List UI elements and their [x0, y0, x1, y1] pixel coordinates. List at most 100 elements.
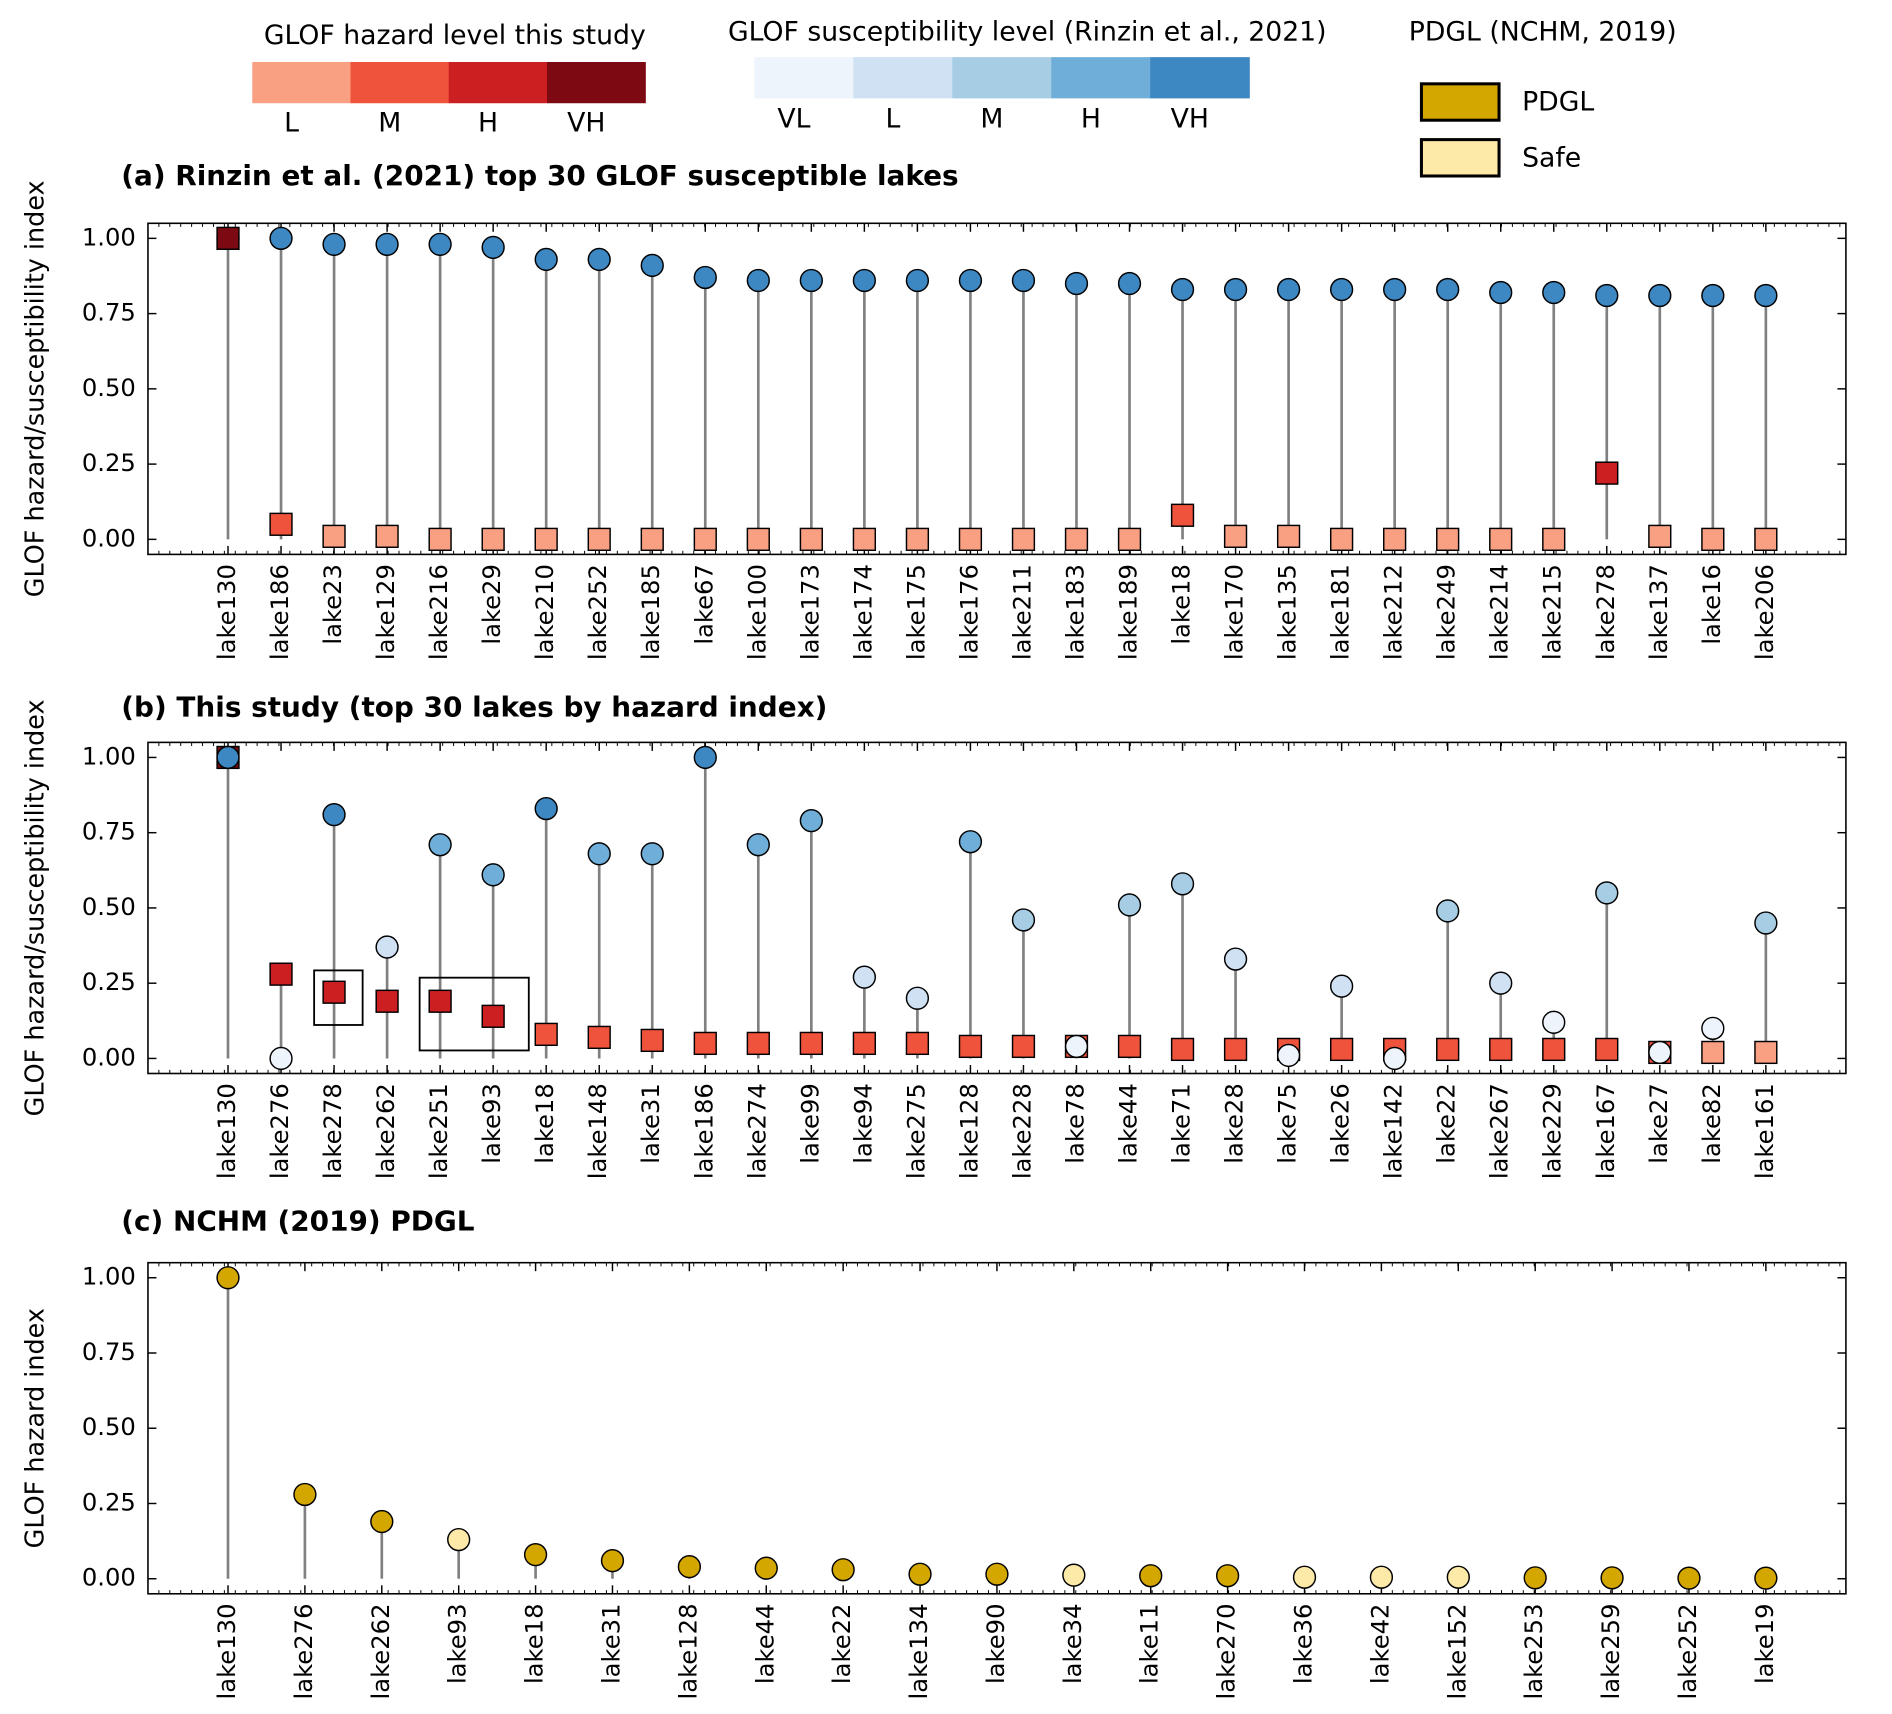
x-tick-label: lake90: [981, 1603, 1010, 1684]
marker-square: [1117, 1034, 1142, 1059]
x-tick-label: lake93: [443, 1603, 472, 1684]
marker-circle: [375, 935, 399, 959]
x-tick-label: lake29: [477, 564, 506, 645]
marker-circle: [587, 247, 611, 272]
x-tick-label: lake189: [1114, 564, 1143, 660]
marker-circle: [534, 796, 558, 821]
x-tick-label: lake186: [265, 564, 294, 660]
x-tick-label: lake175: [901, 564, 930, 660]
marker-circle: [1489, 971, 1513, 995]
marker-square: [428, 527, 452, 551]
marker-circle: [799, 809, 823, 833]
y-tick-label: 0.75: [82, 817, 136, 846]
legend-swatch: [853, 57, 953, 99]
x-tick-label: lake148: [583, 1083, 612, 1179]
y-tick-label: 0.00: [82, 1042, 136, 1071]
y-tick-label: 1.00: [82, 741, 136, 770]
x-tick-label: lake278: [318, 1083, 347, 1179]
y-tick-label: 0.50: [82, 1412, 136, 1441]
legend-label: VH: [567, 107, 605, 138]
marker-circle: [1542, 1010, 1566, 1034]
marker-square: [1542, 1037, 1566, 1062]
legend-title: GLOF hazard level this study: [264, 20, 646, 51]
marker-square: [1754, 527, 1778, 551]
marker-square: [481, 527, 505, 551]
marker-circle: [1701, 1016, 1725, 1040]
marker-circle: [1383, 277, 1407, 302]
marker-circle: [1276, 1043, 1301, 1068]
panel-title: (a) Rinzin et al. (2021) top 30 GLOF sus…: [121, 159, 958, 192]
legend-label: M: [378, 107, 401, 138]
legend-label: M: [980, 104, 1003, 135]
marker-square: [1383, 527, 1407, 551]
marker-circle: [1436, 899, 1460, 923]
marker-circle: [370, 1509, 394, 1534]
legend-swatch: [252, 61, 352, 104]
marker-square: [1329, 527, 1354, 551]
marker-circle: [852, 268, 877, 293]
x-tick-label: lake206: [1750, 564, 1779, 660]
legend-swatch: [448, 61, 548, 104]
marker-circle: [322, 802, 346, 827]
marker-circle: [1064, 1034, 1089, 1059]
marker-square: [746, 527, 770, 551]
marker-circle: [1446, 1565, 1470, 1589]
marker-circle: [1276, 277, 1301, 302]
marker-circle: [958, 268, 983, 293]
legend-label: H: [478, 107, 498, 138]
marker-square: [1436, 1037, 1460, 1062]
marker-circle: [1383, 1046, 1407, 1071]
x-tick-label: lake135: [1273, 564, 1302, 660]
x-tick-label: lake93: [477, 1083, 506, 1164]
legend-swatch: [546, 61, 646, 104]
x-tick-label: lake130: [212, 1603, 241, 1699]
marker-circle: [216, 1266, 240, 1290]
marker-square: [1595, 461, 1619, 485]
y-tick-label: 0.25: [82, 967, 136, 996]
marker-circle: [1436, 277, 1460, 302]
legend-label: VL: [777, 104, 810, 135]
legend-label: Safe: [1522, 143, 1581, 174]
marker-circle: [375, 232, 399, 257]
x-tick-label: lake75: [1273, 1083, 1302, 1164]
highlight-box: [313, 969, 364, 1026]
marker-square: [852, 527, 877, 551]
x-tick-label: lake211: [1007, 564, 1036, 660]
y-tick-label: 0.50: [82, 892, 136, 921]
marker-circle: [958, 830, 983, 854]
legend-title: GLOF susceptibility level (Rinzin et al.…: [728, 16, 1327, 47]
marker-circle: [428, 833, 452, 857]
x-tick-label: lake210: [530, 564, 559, 660]
x-tick-label: lake275: [901, 1083, 930, 1179]
x-tick-label: lake183: [1060, 564, 1089, 660]
x-tick-label: lake252: [1673, 1603, 1702, 1699]
x-tick-label: lake23: [318, 564, 347, 645]
y-tick-label: 0.00: [82, 1563, 136, 1592]
legend-swatch: [1419, 138, 1501, 178]
legend-label: VH: [1171, 104, 1209, 135]
marker-circle: [799, 268, 823, 293]
marker-square: [905, 527, 930, 551]
y-tick-label: 0.75: [82, 298, 136, 327]
x-tick-label: lake276: [265, 1083, 294, 1179]
x-tick-label: lake174: [848, 564, 877, 660]
x-tick-label: lake18: [530, 1083, 559, 1164]
marker-square: [1276, 524, 1301, 548]
marker-circle: [1011, 268, 1036, 293]
marker-circle: [677, 1555, 702, 1579]
marker-square: [375, 524, 399, 548]
x-tick-label: lake267: [1485, 1083, 1514, 1179]
x-tick-label: lake276: [289, 1603, 318, 1699]
legend-swatch: [754, 57, 854, 99]
x-tick-label: lake161: [1750, 1083, 1779, 1179]
marker-circle: [293, 1482, 317, 1507]
marker-circle: [1011, 908, 1036, 932]
marker-circle: [269, 226, 293, 250]
marker-square: [693, 1031, 717, 1056]
x-tick-label: lake130: [212, 1083, 241, 1179]
legend-label: L: [284, 107, 299, 138]
x-tick-label: lake44: [750, 1603, 779, 1684]
marker-square: [1542, 527, 1566, 551]
